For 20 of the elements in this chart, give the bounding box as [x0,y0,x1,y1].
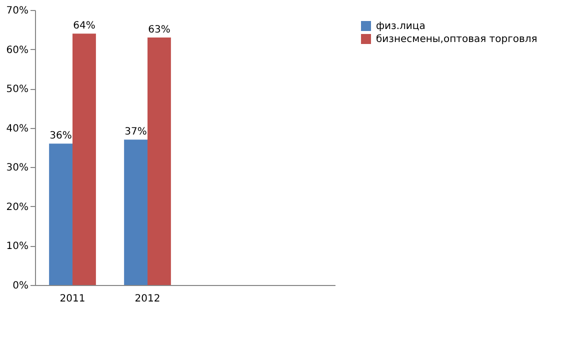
data-label: 63% [148,24,170,36]
data-label: 36% [50,130,72,142]
y-tick-label: 50% [6,84,28,96]
bar [124,140,148,285]
data-label: 64% [73,20,96,32]
y-tick-label: 40% [6,123,28,134]
bar [148,38,171,285]
y-tick-label: 10% [6,241,28,252]
y-tick-label: 60% [6,44,28,56]
bar [72,34,96,285]
x-tick-label: 2012 [134,294,160,304]
y-tick-label: 70% [6,6,28,16]
y-tick-label: 20% [6,202,28,213]
data-label: 37% [124,126,147,138]
y-tick-label: 30% [6,162,28,174]
bar [49,144,72,285]
y-tick-label: 0% [12,280,28,292]
legend-label: физ.лица [376,21,426,32]
x-tick-label: 2011 [60,294,86,304]
legend-label: бизнесмены,оптовая торговля [376,34,538,45]
